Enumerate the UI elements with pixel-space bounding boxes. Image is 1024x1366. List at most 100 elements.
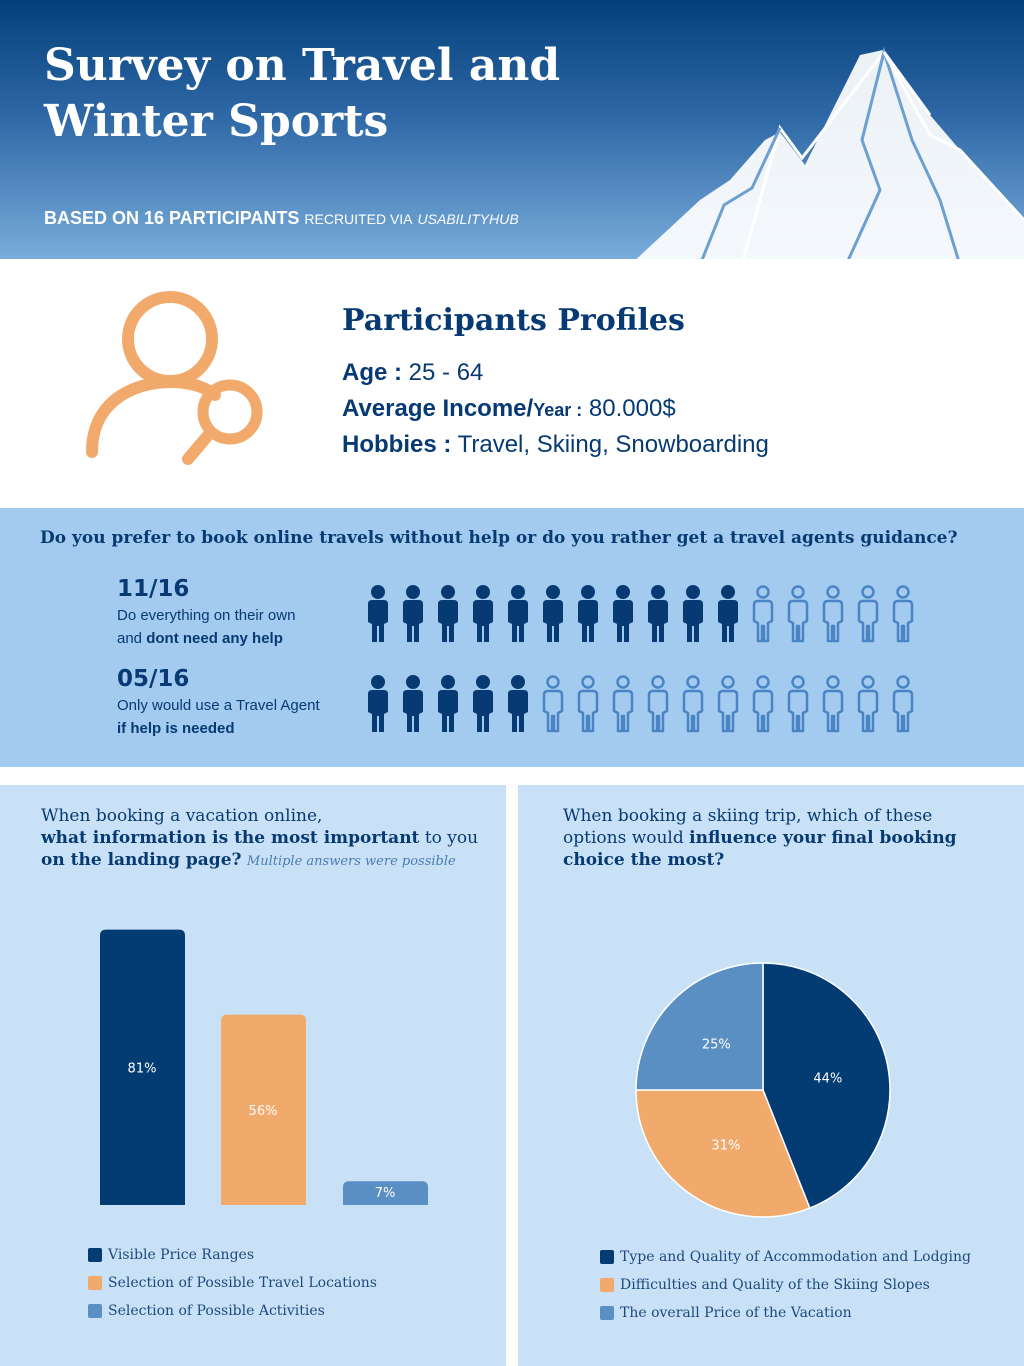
- person-outline-icon: [682, 675, 704, 733]
- bar-label-2: 56%: [249, 1104, 278, 1119]
- participants-subtitle: BASED ON 16 PARTICIPANTS RECRUITED VIA U…: [44, 208, 519, 229]
- person-outline-icon: [787, 675, 809, 733]
- mountain-icon: [636, 46, 1024, 259]
- person-filled-icon: [438, 675, 458, 732]
- landing-page-info-panel: When booking a vacation online, what inf…: [0, 785, 506, 1366]
- person-outline-icon: [542, 675, 564, 733]
- hobbies-row: Hobbies : Travel, Skiing, Snowboarding: [342, 431, 769, 459]
- legend-swatch: [600, 1306, 614, 1320]
- stat-line-1: Do everything on their own: [117, 607, 296, 624]
- person-outline-icon: [752, 585, 774, 643]
- person-filled-icon: [368, 585, 388, 642]
- person-outline-icon: [857, 585, 879, 643]
- person-filled-icon: [508, 675, 528, 732]
- person-filled-icon: [718, 585, 738, 642]
- bar-1: [100, 929, 185, 1205]
- bar-2: [221, 1014, 306, 1205]
- person-filled-icon: [438, 585, 458, 642]
- user-search-icon: [86, 291, 263, 465]
- people-row-agent: [368, 675, 914, 733]
- person-filled-icon: [403, 675, 423, 732]
- stat-line-2-pre: and: [117, 630, 147, 647]
- pie-question-pre: options would: [563, 828, 690, 848]
- stat-description: Do everything on their own and dont need…: [117, 604, 295, 650]
- legend-label: Type and Quality of Accommodation and Lo…: [620, 1249, 971, 1265]
- pie-question-line-2: options would influence your final booki…: [563, 827, 957, 849]
- legend-label: Visible Price Ranges: [108, 1247, 255, 1263]
- legend-item: Type and Quality of Accommodation and Lo…: [600, 1243, 971, 1271]
- profile-heading: Participants Profiles: [342, 303, 685, 338]
- person-outline-icon: [752, 675, 774, 733]
- stat-line-2: and dont need any help: [117, 627, 295, 650]
- income-value: 80.000$: [588, 395, 676, 422]
- person-filled-icon: [368, 675, 388, 732]
- stat-line-2: if help is needed: [117, 717, 320, 740]
- person-filled-icon: [473, 585, 493, 642]
- person-outline-icon: [577, 675, 599, 733]
- stat-line-1: Only would use a Travel Agent: [117, 697, 320, 714]
- pie-label-1: 44%: [813, 1072, 842, 1087]
- pie-question-bold-2: choice the most?: [563, 850, 725, 870]
- legend-item: Selection of Possible Travel Locations: [88, 1269, 377, 1297]
- pie-label-2: 31%: [711, 1139, 740, 1154]
- person-outline-icon: [892, 585, 914, 643]
- pie-slice-1: [762, 962, 891, 1210]
- hobbies-value: Travel, Skiing, Snowboarding: [457, 431, 769, 458]
- person-outline-icon: [857, 675, 879, 733]
- title-line-2: Winter Sports: [44, 96, 389, 147]
- bar-question-line-2: what information is the most important t…: [41, 827, 478, 849]
- pie-question: When booking a skiing trip, which of the…: [563, 805, 957, 871]
- bar-question-line-1: When booking a vacation online,: [41, 806, 323, 826]
- legend-swatch: [600, 1278, 614, 1292]
- pie-label-3: 25%: [702, 1037, 731, 1052]
- person-filled-icon: [648, 585, 668, 642]
- legend-swatch: [600, 1250, 614, 1264]
- hobbies-label: Hobbies :: [342, 431, 452, 458]
- people-row-self: [368, 585, 914, 643]
- bar-legend: Visible Price Ranges Selection of Possibl…: [88, 1241, 377, 1325]
- legend-label: Selection of Possible Travel Locations: [108, 1275, 377, 1291]
- person-filled-icon: [473, 675, 493, 732]
- person-filled-icon: [543, 585, 563, 642]
- stat-travel-agent: 05/16 Only would use a Travel Agent if h…: [117, 666, 320, 740]
- stat-description: Only would use a Travel Agent if help is…: [117, 694, 320, 740]
- bar-label-1: 81%: [128, 1061, 157, 1076]
- legend-label: Selection of Possible Activities: [108, 1303, 325, 1319]
- legend-swatch: [88, 1304, 102, 1318]
- legend-item: Difficulties and Quality of the Skiing S…: [600, 1271, 971, 1299]
- booking-question: Do you prefer to book online travels wit…: [40, 528, 958, 548]
- bar-question-bold-2: on the landing page?: [41, 850, 242, 870]
- person-outline-icon: [612, 675, 634, 733]
- person-filled-icon: [403, 585, 423, 642]
- person-filled-icon: [683, 585, 703, 642]
- recruited-via: RECRUITED VIA: [304, 211, 413, 227]
- title-line-1: Survey on Travel and: [44, 40, 561, 91]
- bar-question-line-3: on the landing page? Multiple answers we…: [41, 849, 478, 873]
- participants-count: BASED ON 16 PARTICIPANTS: [44, 208, 300, 228]
- page-title: Survey on Travel and Winter Sports: [44, 38, 644, 150]
- bar-label-3: 7%: [375, 1186, 396, 1201]
- person-outline-icon: [822, 675, 844, 733]
- stat-count: 11/16: [117, 576, 190, 602]
- pie-slice-3: [635, 962, 764, 1091]
- person-outline-icon: [822, 585, 844, 643]
- booking-preference-section: Do you prefer to book online travels wit…: [0, 508, 1024, 767]
- legend-label: Difficulties and Quality of the Skiing S…: [620, 1277, 930, 1293]
- legend-item: Visible Price Ranges: [88, 1241, 377, 1269]
- bar-question-note: Multiple answers were possible: [246, 854, 456, 869]
- pie-question-bold-1: influence your final booking: [689, 828, 957, 848]
- header-banner: Survey on Travel and Winter Sports BASED…: [0, 0, 1024, 259]
- bar-3: [343, 1181, 428, 1205]
- pie-question-line-1: When booking a skiing trip, which of the…: [563, 806, 933, 826]
- stat-line-2-bold: if help is needed: [117, 720, 235, 737]
- booking-influence-panel: When booking a skiing trip, which of the…: [518, 785, 1024, 1366]
- person-outline-icon: [647, 675, 669, 733]
- bar-question-rest: to you: [419, 828, 479, 848]
- person-filled-icon: [578, 585, 598, 642]
- stat-self-booking: 11/16 Do everything on their own and don…: [117, 576, 295, 650]
- legend-swatch: [88, 1248, 102, 1262]
- pie-slice-2: [635, 1089, 811, 1218]
- legend-item: Selection of Possible Activities: [88, 1297, 377, 1325]
- pie-question-line-3: choice the most?: [563, 849, 957, 871]
- person-filled-icon: [508, 585, 528, 642]
